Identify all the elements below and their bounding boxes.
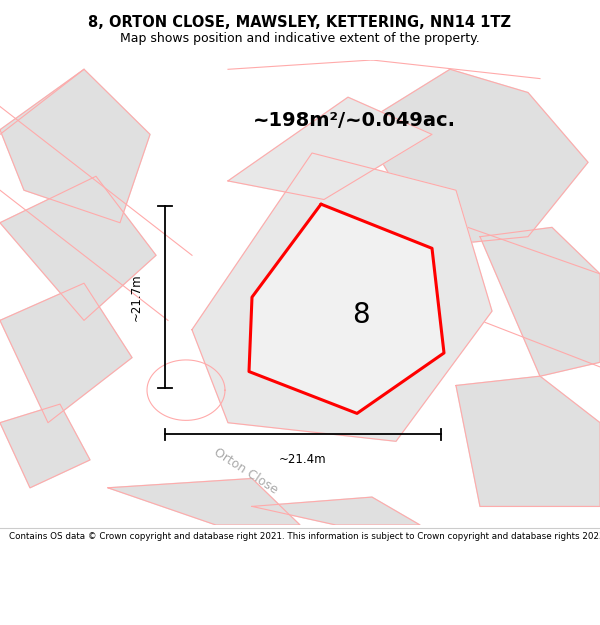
Text: ~198m²/~0.049ac.: ~198m²/~0.049ac. bbox=[253, 111, 455, 130]
Text: ~21.7m: ~21.7m bbox=[130, 273, 143, 321]
Polygon shape bbox=[0, 404, 90, 488]
Polygon shape bbox=[252, 497, 420, 525]
Polygon shape bbox=[456, 376, 600, 506]
Polygon shape bbox=[192, 153, 492, 441]
Polygon shape bbox=[480, 228, 600, 376]
Polygon shape bbox=[0, 69, 150, 222]
Text: Map shows position and indicative extent of the property.: Map shows position and indicative extent… bbox=[120, 32, 480, 45]
Polygon shape bbox=[249, 204, 444, 413]
Polygon shape bbox=[228, 98, 432, 199]
Text: ~21.4m: ~21.4m bbox=[279, 453, 327, 466]
Text: 8: 8 bbox=[352, 301, 370, 329]
Polygon shape bbox=[0, 176, 156, 321]
Polygon shape bbox=[360, 69, 588, 246]
Polygon shape bbox=[108, 479, 300, 525]
Polygon shape bbox=[0, 283, 132, 422]
Text: 8, ORTON CLOSE, MAWSLEY, KETTERING, NN14 1TZ: 8, ORTON CLOSE, MAWSLEY, KETTERING, NN14… bbox=[89, 15, 511, 30]
Text: Orton Close: Orton Close bbox=[212, 446, 280, 497]
Text: Contains OS data © Crown copyright and database right 2021. This information is : Contains OS data © Crown copyright and d… bbox=[9, 532, 600, 541]
